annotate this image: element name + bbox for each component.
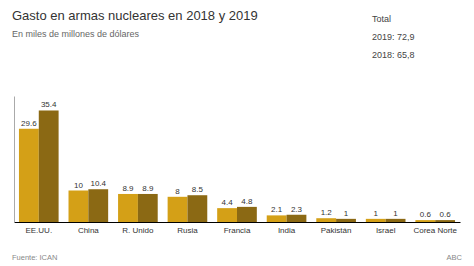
- bar: [88, 189, 108, 222]
- x-tick: China: [78, 226, 99, 235]
- x-tick-label: Francia: [224, 226, 251, 235]
- bar: [435, 220, 455, 222]
- x-tick-label: R. Unido: [122, 226, 154, 235]
- bar: [287, 215, 307, 222]
- bar: [316, 218, 336, 222]
- bars: [19, 110, 455, 222]
- x-tick-label: Rusia: [177, 226, 198, 235]
- data-label: 1: [393, 209, 398, 218]
- bar: [336, 219, 356, 222]
- data-label: 2.1: [271, 205, 283, 214]
- x-tick-label: Corea Norte: [413, 226, 457, 235]
- bar: [138, 194, 158, 222]
- x-tick-label: Pakistán: [321, 226, 352, 235]
- footer: Fuente: ICAN: [12, 253, 57, 262]
- legend-total: 2018: 65,8: [372, 50, 415, 60]
- bar: [267, 215, 287, 222]
- subtitle: En miles de millones de dólares: [12, 29, 140, 39]
- x-tick-label: China: [78, 226, 99, 235]
- data-label: 10.4: [90, 179, 106, 188]
- x-tick: India: [278, 226, 296, 235]
- data-label: 8.9: [142, 184, 154, 193]
- bar: [168, 197, 188, 222]
- data-labels: 29.6 10 8.9 8 4.4 2.1 1.2 1 0.6 35.4 10.4 8.9 8.5 4.8…: [21, 100, 451, 219]
- x-tick: R. Unido: [122, 226, 154, 235]
- series: [19, 129, 435, 222]
- bar: [415, 220, 435, 222]
- legend-heading: Total: [372, 14, 391, 24]
- x-tick: Corea Norte: [413, 226, 457, 235]
- data-label: 8: [175, 187, 180, 196]
- data-label: 1.2: [321, 208, 333, 217]
- data-label: 0.6: [420, 210, 432, 219]
- x-tick: Francia: [224, 226, 251, 235]
- data-label: 4.8: [241, 197, 253, 206]
- footer: ABC: [447, 253, 463, 262]
- data-label: 29.6: [21, 119, 37, 128]
- data-label: 1: [374, 209, 379, 218]
- bar: [386, 219, 406, 222]
- bar: [19, 129, 39, 222]
- data-label: 35.4: [41, 100, 57, 109]
- data-label: 8.9: [122, 184, 134, 193]
- bar: [237, 207, 257, 222]
- x-tick-label: Israel: [376, 226, 396, 235]
- chart: Gasto en armas nucleares en 2018 y 2019 E…: [0, 0, 474, 266]
- bar: [217, 208, 237, 222]
- data-label: 4.4: [222, 198, 234, 207]
- bar: [187, 195, 207, 222]
- y-axis-line: [14, 97, 15, 223]
- legend-total: 2019: 72,9: [372, 32, 415, 42]
- data-label: 2.3: [291, 205, 303, 214]
- bar: [69, 191, 89, 223]
- plot: 29.6 10 8.9 8 4.4 2.1 1.2 1 0.6 35.4 10.4 8.9 8.5 4.8…: [15, 97, 461, 235]
- title: Gasto en armas nucleares en 2018 y 2019: [12, 8, 258, 23]
- data-label: 8.5: [192, 185, 204, 194]
- bar: [118, 194, 138, 222]
- x-tick: EE.UU.: [25, 226, 52, 235]
- x-tick: Israel: [376, 226, 396, 235]
- data-label: 10: [74, 181, 83, 190]
- x-tick-label: EE.UU.: [25, 226, 52, 235]
- bar: [39, 110, 59, 222]
- bar: [366, 219, 386, 222]
- x-axis-line: [15, 222, 461, 223]
- x-tick-label: India: [278, 226, 296, 235]
- series: [39, 110, 455, 222]
- y-axis: [14, 97, 15, 223]
- data-label: 1: [344, 209, 349, 218]
- data-label: 0.6: [440, 210, 452, 219]
- x-tick: Pakistán: [321, 226, 352, 235]
- x-tick: Rusia: [177, 226, 198, 235]
- x-axis: EE.UU. China R. Unido Rusia Francia India Paki…: [15, 223, 461, 235]
